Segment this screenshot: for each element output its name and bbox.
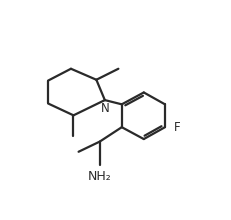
Text: NH₂: NH₂: [88, 170, 112, 183]
Text: F: F: [173, 121, 180, 134]
Text: N: N: [101, 102, 110, 115]
